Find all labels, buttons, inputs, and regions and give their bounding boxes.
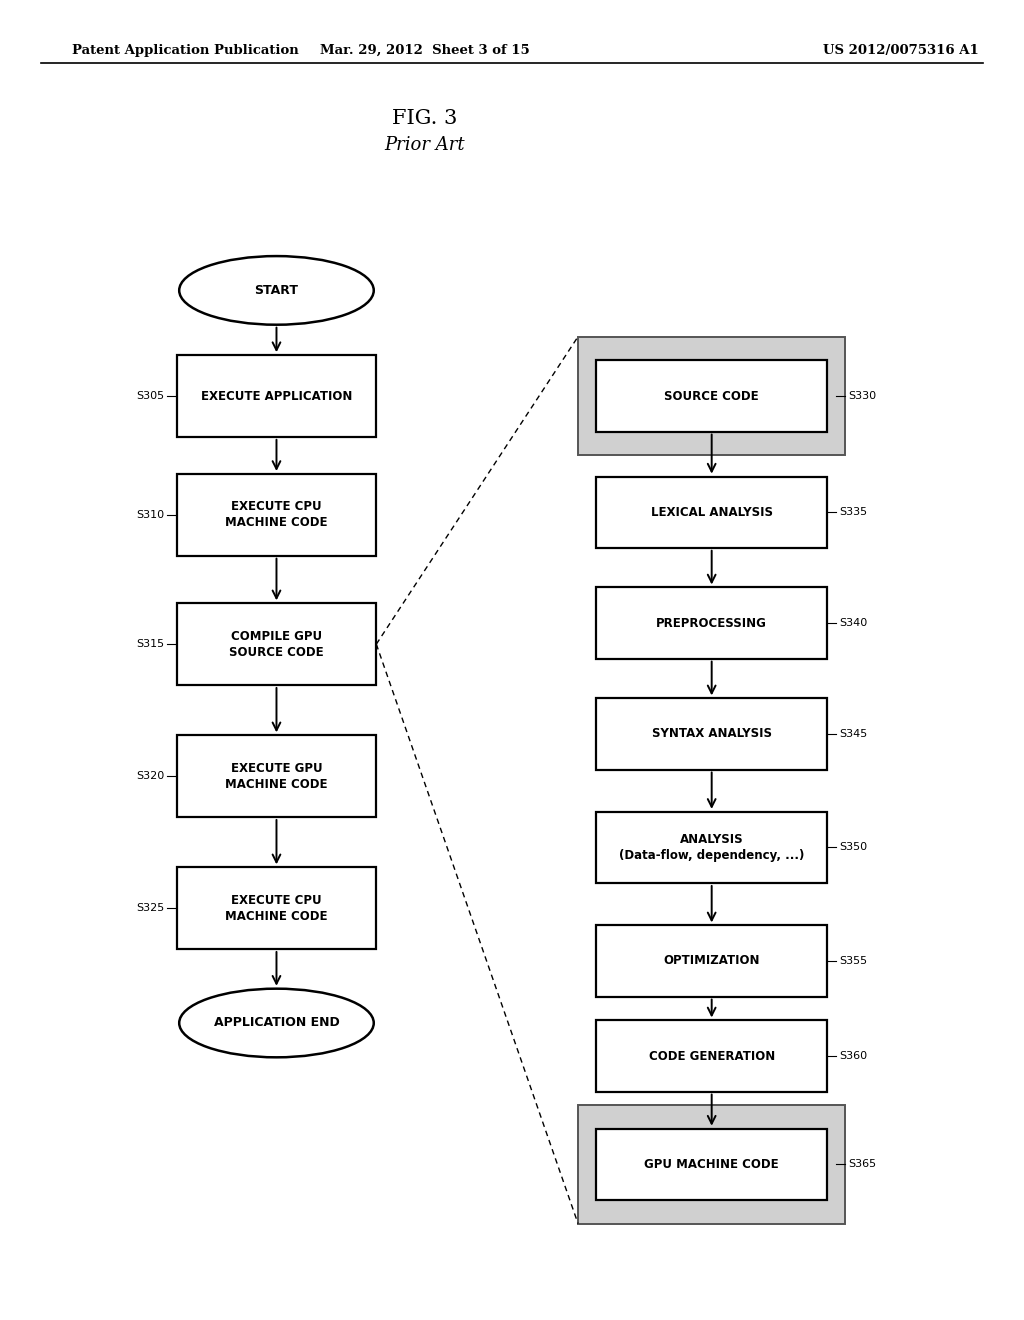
Text: S355: S355 xyxy=(840,956,867,966)
Text: EXECUTE CPU
MACHINE CODE: EXECUTE CPU MACHINE CODE xyxy=(225,500,328,529)
Text: S365: S365 xyxy=(848,1159,877,1170)
FancyBboxPatch shape xyxy=(596,1020,826,1092)
Text: Patent Application Publication: Patent Application Publication xyxy=(72,44,298,57)
Text: S330: S330 xyxy=(848,391,877,401)
Text: S310: S310 xyxy=(136,510,164,520)
FancyBboxPatch shape xyxy=(596,477,826,548)
FancyBboxPatch shape xyxy=(177,603,377,685)
Text: Mar. 29, 2012  Sheet 3 of 15: Mar. 29, 2012 Sheet 3 of 15 xyxy=(321,44,529,57)
FancyBboxPatch shape xyxy=(596,925,826,997)
Text: SYNTAX ANALYSIS: SYNTAX ANALYSIS xyxy=(651,727,772,741)
Text: CODE GENERATION: CODE GENERATION xyxy=(648,1049,775,1063)
Text: GPU MACHINE CODE: GPU MACHINE CODE xyxy=(644,1158,779,1171)
FancyBboxPatch shape xyxy=(596,812,826,883)
Text: SOURCE CODE: SOURCE CODE xyxy=(665,389,759,403)
Text: S350: S350 xyxy=(840,842,867,853)
Text: LEXICAL ANALYSIS: LEXICAL ANALYSIS xyxy=(650,506,773,519)
FancyBboxPatch shape xyxy=(596,1129,826,1200)
Text: Prior Art: Prior Art xyxy=(385,136,465,154)
FancyBboxPatch shape xyxy=(177,355,377,437)
Text: S345: S345 xyxy=(840,729,867,739)
Text: S325: S325 xyxy=(136,903,164,913)
FancyBboxPatch shape xyxy=(578,337,845,455)
Text: PREPROCESSING: PREPROCESSING xyxy=(656,616,767,630)
Text: ANALYSIS
(Data-flow, dependency, ...): ANALYSIS (Data-flow, dependency, ...) xyxy=(618,833,805,862)
FancyBboxPatch shape xyxy=(177,867,377,949)
FancyBboxPatch shape xyxy=(596,587,826,659)
Text: EXECUTE GPU
MACHINE CODE: EXECUTE GPU MACHINE CODE xyxy=(225,762,328,791)
Text: EXECUTE APPLICATION: EXECUTE APPLICATION xyxy=(201,389,352,403)
Text: S305: S305 xyxy=(136,391,164,401)
Text: S335: S335 xyxy=(840,507,867,517)
FancyBboxPatch shape xyxy=(177,735,377,817)
Text: US 2012/0075316 A1: US 2012/0075316 A1 xyxy=(823,44,979,57)
FancyBboxPatch shape xyxy=(578,1105,845,1224)
FancyBboxPatch shape xyxy=(596,698,826,770)
Text: S315: S315 xyxy=(136,639,164,649)
Text: EXECUTE CPU
MACHINE CODE: EXECUTE CPU MACHINE CODE xyxy=(225,894,328,923)
Text: OPTIMIZATION: OPTIMIZATION xyxy=(664,954,760,968)
Ellipse shape xyxy=(179,256,374,325)
Text: START: START xyxy=(255,284,298,297)
Text: FIG. 3: FIG. 3 xyxy=(392,110,458,128)
Ellipse shape xyxy=(179,989,374,1057)
FancyBboxPatch shape xyxy=(177,474,377,556)
Text: S320: S320 xyxy=(136,771,164,781)
Text: S340: S340 xyxy=(840,618,867,628)
FancyBboxPatch shape xyxy=(596,360,826,432)
Text: COMPILE GPU
SOURCE CODE: COMPILE GPU SOURCE CODE xyxy=(229,630,324,659)
Text: APPLICATION END: APPLICATION END xyxy=(214,1016,339,1030)
Text: S360: S360 xyxy=(840,1051,867,1061)
